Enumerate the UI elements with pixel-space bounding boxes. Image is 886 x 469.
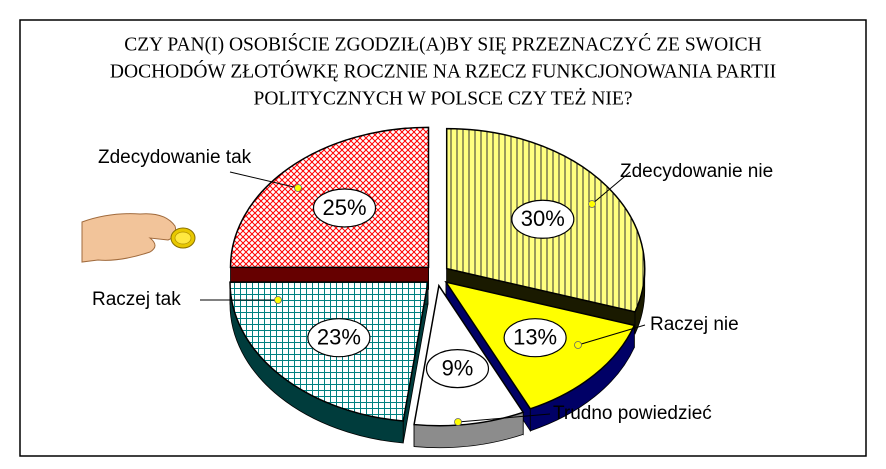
- category-label: Zdecydowanie nie: [620, 161, 773, 182]
- value-label: 23%: [317, 325, 361, 350]
- value-label: 13%: [513, 325, 557, 350]
- chart-title: POLITYCZNYCH W POLSCE CZY TEŻ NIE?: [254, 88, 633, 109]
- category-label: Raczej tak: [92, 289, 181, 310]
- leader-dot: [295, 185, 302, 192]
- leader-dot: [275, 297, 282, 304]
- leader-dot: [455, 419, 462, 426]
- leader-dot: [575, 342, 582, 349]
- category-label: Raczej nie: [650, 314, 739, 335]
- leader-dot: [589, 201, 596, 208]
- category-label: Trudno powiedzieć: [553, 403, 712, 424]
- chart-title: DOCHODÓW ZŁOTÓWKĘ ROCZNIE NA RZECZ FUNKC…: [110, 60, 776, 82]
- value-label: 30%: [521, 206, 565, 231]
- chart-title: CZY PAN(I) OSOBIŚCIE ZGODZIŁ(A)BY SIĘ PR…: [124, 33, 762, 55]
- chart: CZY PAN(I) OSOBIŚCIE ZGODZIŁ(A)BY SIĘ PR…: [0, 0, 886, 469]
- value-label: 9%: [442, 355, 474, 380]
- category-label: Zdecydowanie tak: [98, 147, 252, 168]
- value-label: 25%: [322, 195, 366, 220]
